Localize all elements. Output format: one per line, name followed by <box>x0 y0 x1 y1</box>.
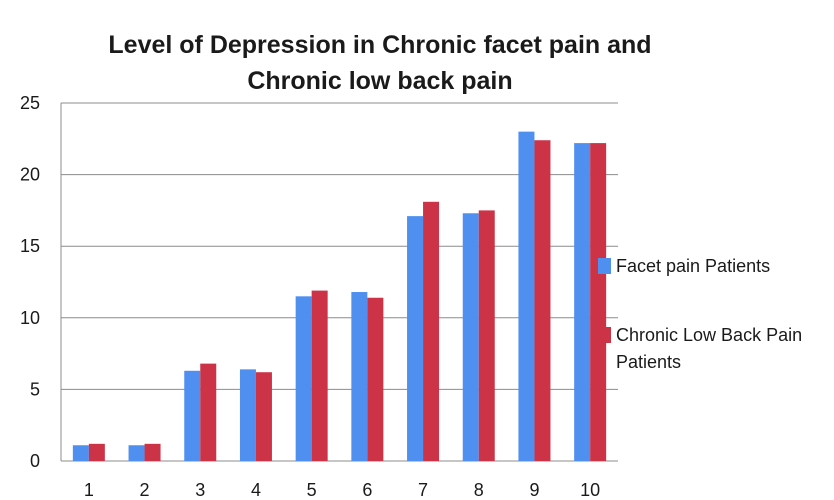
chart-title: Level of Depression in Chronic facet pai… <box>108 31 651 95</box>
bar-series-2-category-1 <box>88 443 105 461</box>
x-tick-label: 9 <box>529 480 539 500</box>
bars <box>72 131 607 462</box>
x-tick-label: 2 <box>140 480 150 500</box>
legend-swatch-facet <box>598 258 611 274</box>
bar-series-2-category-5 <box>311 290 328 461</box>
x-tick-label: 1 <box>84 480 94 500</box>
legend-swatch-chronic-low-back <box>598 327 611 343</box>
legend-label-chronic-low-back-line-2: Patients <box>616 352 681 372</box>
bar-series-1-category-8 <box>462 213 479 461</box>
y-tick-label: 5 <box>30 379 40 399</box>
legend: Facet pain Patients Chronic Low Back Pai… <box>598 256 802 372</box>
bar-series-2-category-4 <box>255 372 272 461</box>
x-tick-label: 5 <box>307 480 317 500</box>
y-axis-tick-labels: 0 5 10 15 20 25 <box>20 93 40 471</box>
bar-series-1-category-4 <box>239 369 256 461</box>
bar-series-1-category-3 <box>184 370 201 461</box>
bar-series-1-category-1 <box>72 445 89 461</box>
bar-series-1-category-6 <box>351 292 368 461</box>
legend-label-facet: Facet pain Patients <box>616 256 770 276</box>
bar-series-1-category-7 <box>407 216 424 461</box>
bar-series-2-category-6 <box>367 297 384 461</box>
bar-series-1-category-2 <box>128 445 145 461</box>
x-tick-label: 7 <box>418 480 428 500</box>
bar-series-2-category-10 <box>590 143 607 461</box>
legend-label-chronic-low-back-line-1: Chronic Low Back Pain <box>616 325 802 345</box>
bar-series-1-category-5 <box>295 296 312 461</box>
x-tick-label: 6 <box>362 480 372 500</box>
x-axis-tick-labels: 1 2 3 4 5 6 7 8 9 10 <box>84 480 600 500</box>
chart-title-line-2: Chronic low back pain <box>247 67 512 95</box>
x-tick-label: 10 <box>580 480 600 500</box>
x-tick-label: 3 <box>195 480 205 500</box>
bar-series-1-category-9 <box>518 131 535 461</box>
y-tick-label: 15 <box>20 236 40 256</box>
y-tick-label: 25 <box>20 93 40 113</box>
bar-series-2-category-2 <box>144 443 161 461</box>
chart-title-line-1: Level of Depression in Chronic facet pai… <box>108 31 651 59</box>
bar-series-2-category-8 <box>478 210 495 461</box>
y-tick-label: 20 <box>20 165 40 185</box>
bar-series-1-category-10 <box>574 143 591 461</box>
y-tick-label: 10 <box>20 308 40 328</box>
y-tick-label: 0 <box>30 451 40 471</box>
x-tick-label: 4 <box>251 480 261 500</box>
x-tick-label: 8 <box>474 480 484 500</box>
bar-series-2-category-9 <box>534 140 551 461</box>
bar-series-2-category-7 <box>423 201 440 462</box>
bar-series-2-category-3 <box>200 363 217 461</box>
